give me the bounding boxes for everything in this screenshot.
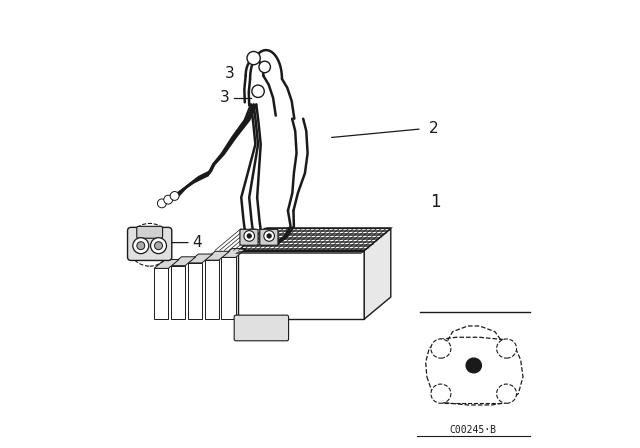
Polygon shape (205, 251, 229, 260)
Polygon shape (238, 250, 364, 319)
Polygon shape (154, 259, 179, 268)
Circle shape (154, 242, 163, 250)
Text: C00245·B: C00245·B (449, 426, 496, 435)
Polygon shape (221, 249, 246, 258)
Polygon shape (171, 257, 196, 266)
Bar (188, 263, 202, 319)
Text: 3: 3 (225, 66, 234, 81)
Polygon shape (364, 228, 391, 319)
Circle shape (244, 231, 255, 241)
Circle shape (247, 52, 260, 65)
Circle shape (133, 238, 148, 254)
Circle shape (264, 231, 275, 241)
Text: 3: 3 (220, 90, 229, 105)
FancyBboxPatch shape (260, 229, 278, 245)
Circle shape (252, 85, 264, 98)
Polygon shape (188, 254, 212, 263)
Bar (171, 266, 185, 319)
Text: 2: 2 (428, 121, 438, 136)
Bar (154, 268, 168, 319)
FancyBboxPatch shape (137, 226, 163, 238)
Bar (205, 260, 219, 319)
FancyBboxPatch shape (234, 315, 289, 341)
Circle shape (247, 234, 252, 238)
Circle shape (150, 238, 166, 254)
FancyBboxPatch shape (127, 228, 172, 260)
Circle shape (267, 234, 271, 238)
Circle shape (259, 61, 271, 73)
Circle shape (164, 195, 173, 204)
Text: 4: 4 (193, 235, 202, 250)
Bar (221, 258, 236, 319)
Text: 1: 1 (429, 193, 440, 211)
Circle shape (137, 242, 145, 250)
FancyBboxPatch shape (240, 229, 258, 245)
Polygon shape (238, 228, 391, 250)
Circle shape (157, 199, 166, 208)
Circle shape (170, 192, 179, 200)
